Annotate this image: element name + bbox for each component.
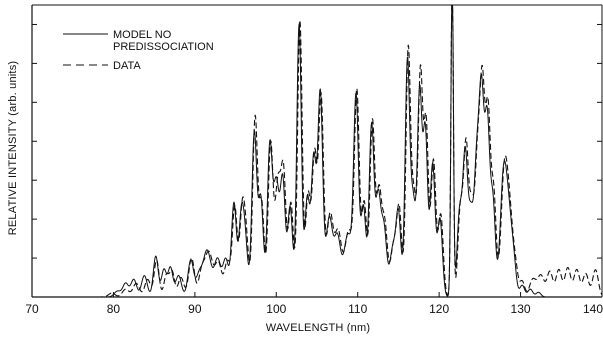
model-series-line bbox=[97, 4, 603, 298]
y-axis-ticks bbox=[32, 23, 602, 298]
legend-model-label-line1: MODEL NO bbox=[113, 29, 172, 41]
legend-model-label-line2: PREDISSOCIATION bbox=[113, 41, 214, 53]
data-series-line bbox=[97, 4, 603, 298]
legend: MODEL NO PREDISSOCIATION DATA bbox=[63, 29, 214, 72]
series-lines bbox=[97, 4, 603, 298]
x-tick-label: 70 bbox=[25, 302, 39, 316]
x-axis-title: WAVELENGTH (nm) bbox=[266, 322, 370, 334]
x-tick-label: 90 bbox=[188, 302, 202, 316]
x-tick-label: 120 bbox=[429, 302, 449, 316]
x-tick-label: 80 bbox=[107, 302, 121, 316]
x-tick-label: 140 bbox=[583, 302, 603, 316]
y-axis-title: RELATIVE INTENSITY (arb. units) bbox=[7, 61, 19, 236]
legend-data-label: DATA bbox=[113, 60, 141, 72]
x-axis-ticks: 70 80 90 100 110 120 130 140 bbox=[25, 292, 603, 316]
plot-frame bbox=[31, 4, 603, 298]
x-tick-label: 130 bbox=[511, 302, 531, 316]
x-tick-label: 110 bbox=[348, 302, 367, 316]
x-tick-label: 100 bbox=[266, 302, 286, 316]
